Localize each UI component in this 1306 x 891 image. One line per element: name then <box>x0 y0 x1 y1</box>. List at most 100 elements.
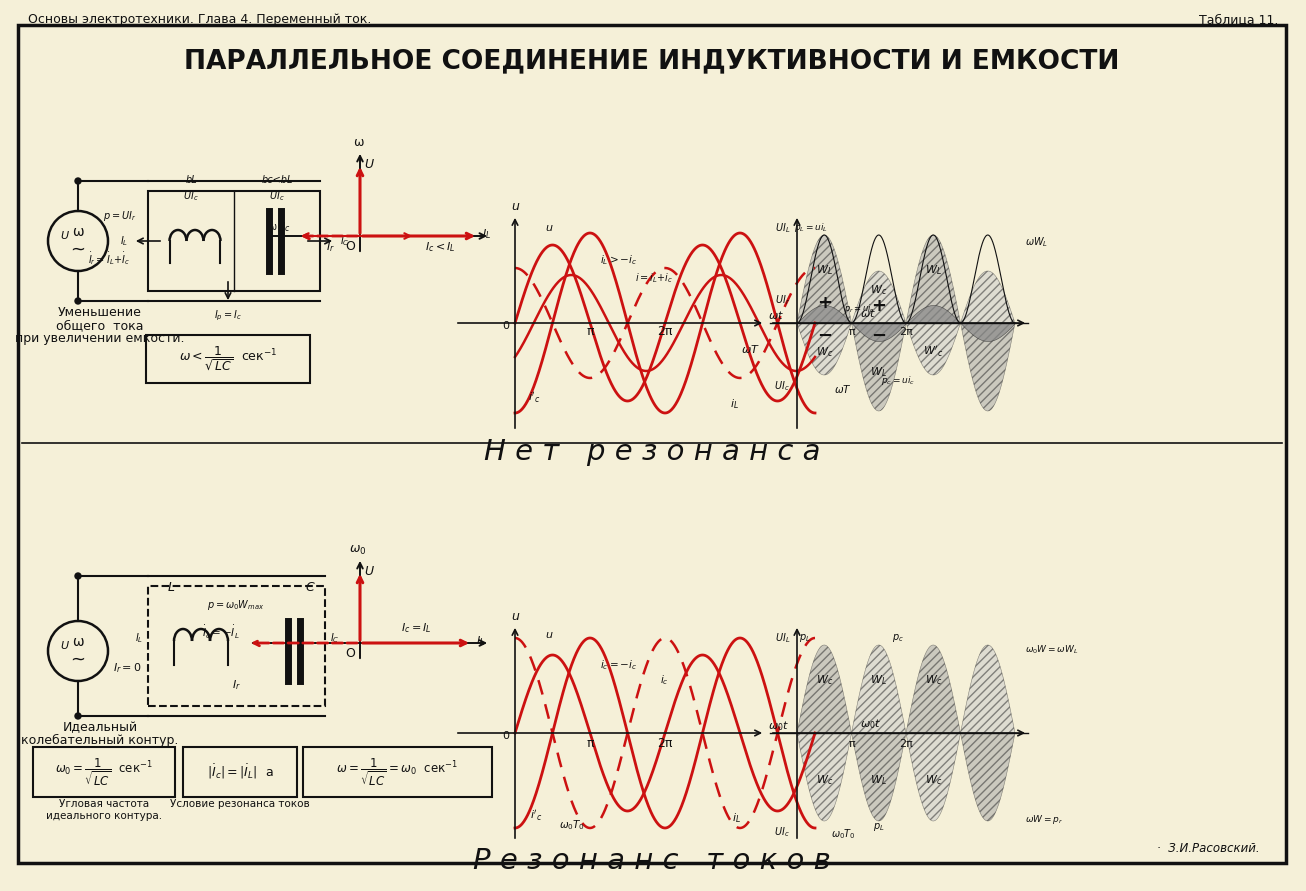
Text: +: + <box>871 297 887 315</box>
Text: $W_c$: $W_c$ <box>816 345 833 359</box>
Text: $i_c{=}{-}i_c$: $i_c{=}{-}i_c$ <box>599 658 637 672</box>
Text: $UI_c$: $UI_c$ <box>774 379 790 393</box>
Text: ω: ω <box>72 225 84 239</box>
Text: u: u <box>545 223 552 233</box>
Text: O: O <box>345 240 355 253</box>
Text: $I_L$: $I_L$ <box>475 634 485 648</box>
Text: колебательный контур.: колебательный контур. <box>21 734 179 747</box>
Text: U: U <box>60 231 68 241</box>
Text: ~: ~ <box>71 241 85 259</box>
Text: $UI_L$: $UI_L$ <box>774 221 790 235</box>
Text: $p{=}\omega_0 W_{max}$: $p{=}\omega_0 W_{max}$ <box>208 598 265 612</box>
Circle shape <box>74 573 81 579</box>
Text: $\omega_0 t$: $\omega_0 t$ <box>859 717 880 731</box>
Text: C: C <box>306 581 313 594</box>
Text: $i'_c$: $i'_c$ <box>528 390 541 405</box>
Text: $p_c$: $p_c$ <box>892 632 904 644</box>
Text: $i{=}i_L{+}i_c$: $i{=}i_L{+}i_c$ <box>635 271 673 285</box>
Text: u: u <box>511 610 518 623</box>
Text: 2π: 2π <box>899 739 913 749</box>
Text: Р е з о н а н с   т о к о в: Р е з о н а н с т о к о в <box>473 847 831 875</box>
Circle shape <box>74 178 81 184</box>
Text: −: − <box>816 327 832 345</box>
Text: Уменьшение: Уменьшение <box>57 306 142 319</box>
Text: Основы электротехники. Глава 4. Переменный ток.: Основы электротехники. Глава 4. Переменн… <box>27 13 371 26</box>
Text: Условие резонанса токов: Условие резонанса токов <box>170 799 310 809</box>
Text: bL: bL <box>185 175 197 185</box>
Text: общего  тока: общего тока <box>56 319 144 332</box>
Text: $I_c{<}I_L$: $I_c{<}I_L$ <box>424 240 456 254</box>
Text: U: U <box>364 158 374 171</box>
Text: 2π: 2π <box>657 737 673 750</box>
Bar <box>148 191 320 291</box>
Circle shape <box>74 713 81 719</box>
Text: $W_c$: $W_c$ <box>870 283 887 297</box>
Text: $i'_c$: $i'_c$ <box>530 808 542 823</box>
Text: ω: ω <box>268 222 276 232</box>
Text: π: π <box>848 739 855 749</box>
Text: 0: 0 <box>502 731 509 741</box>
Text: $i_c$: $i_c$ <box>660 673 669 687</box>
Text: $\omega_0 W{=}\omega W_L$: $\omega_0 W{=}\omega W_L$ <box>1025 644 1079 657</box>
Text: $I_r$: $I_r$ <box>325 240 334 254</box>
Text: $UI_c$: $UI_c$ <box>183 189 199 203</box>
Text: $W_L$: $W_L$ <box>870 365 887 379</box>
Text: $\omega W_L$: $\omega W_L$ <box>1025 235 1049 249</box>
Text: ПАРАЛЛЕЛЬНОЕ СОЕДИНЕНИЕ ИНДУКТИВНОСТИ И ЕМКОСТИ: ПАРАЛЛЕЛЬНОЕ СОЕДИНЕНИЕ ИНДУКТИВНОСТИ И … <box>184 48 1119 74</box>
Text: $W_L$: $W_L$ <box>925 263 942 277</box>
Text: $i_L$: $i_L$ <box>731 811 741 825</box>
Text: $I_C$: $I_C$ <box>330 631 340 645</box>
Text: $i_L{>}{-}i_c$: $i_L{>}{-}i_c$ <box>599 253 637 266</box>
Text: $W'_c$: $W'_c$ <box>923 344 943 359</box>
Text: $\omega t$: $\omega t$ <box>859 307 875 319</box>
Text: L: L <box>168 581 175 594</box>
Text: $I_c{=}I_L$: $I_c{=}I_L$ <box>401 621 431 634</box>
Text: 2π: 2π <box>657 325 673 338</box>
Text: u: u <box>511 200 518 213</box>
Text: $\omega_0{=}\dfrac{1}{\sqrt{LC}}$  сек$^{-1}$: $\omega_0{=}\dfrac{1}{\sqrt{LC}}$ сек$^{… <box>55 756 153 788</box>
Text: U: U <box>364 565 374 578</box>
Text: $p_r{=}ui_r$: $p_r{=}ui_r$ <box>845 302 875 315</box>
Text: ω: ω <box>353 136 363 149</box>
Text: 0: 0 <box>502 321 509 331</box>
Text: O: O <box>345 647 355 660</box>
Text: $p_L$: $p_L$ <box>872 821 884 833</box>
Text: $\omega_0 T_0$: $\omega_0 T_0$ <box>559 818 585 832</box>
Text: $UI_c$: $UI_c$ <box>269 189 285 203</box>
Text: $W_c$: $W_c$ <box>925 673 942 687</box>
Circle shape <box>74 298 81 304</box>
Text: ·  З.И.Расовский.: · З.И.Расовский. <box>1157 842 1260 855</box>
Text: ω: ω <box>72 635 84 649</box>
Text: $\omega_0 T_0$: $\omega_0 T_0$ <box>831 827 855 841</box>
Text: $I_r$: $I_r$ <box>231 678 240 691</box>
Text: $p_L{=}ui_L$: $p_L{=}ui_L$ <box>794 221 828 234</box>
Text: π: π <box>848 327 855 337</box>
Text: $\omega{=}\dfrac{1}{\sqrt{LC}}{=}\omega_0$  сек$^{-1}$: $\omega{=}\dfrac{1}{\sqrt{LC}}{=}\omega_… <box>336 756 458 788</box>
Text: $\omega_0 t$: $\omega_0 t$ <box>768 719 789 732</box>
Text: $p_c{=}ui_c$: $p_c{=}ui_c$ <box>880 374 916 387</box>
Text: при увеличении емкости.: при увеличении емкости. <box>16 332 184 345</box>
Text: $|\dot{I}_c|{=}|\dot{I}_L|$  а: $|\dot{I}_c|{=}|\dot{I}_L|$ а <box>206 763 273 781</box>
Text: $\omega W{=}p_r$: $\omega W{=}p_r$ <box>1025 813 1063 826</box>
Text: $W_c$: $W_c$ <box>925 773 942 787</box>
Text: $p{=}UI_r$: $p{=}UI_r$ <box>103 209 136 223</box>
Text: $I_р=I_c$: $I_р=I_c$ <box>214 309 242 323</box>
Text: 2π: 2π <box>899 327 913 337</box>
Text: $\omega < \dfrac{1}{\sqrt{LC}}$  сек$^{-1}$: $\omega < \dfrac{1}{\sqrt{LC}}$ сек$^{-1… <box>179 345 277 373</box>
Text: −: − <box>871 327 887 345</box>
Text: $\omega T$: $\omega T$ <box>835 383 853 395</box>
Text: π: π <box>586 325 594 338</box>
Text: U: U <box>60 641 68 651</box>
Text: Идеальный: Идеальный <box>63 721 137 734</box>
Text: $i_L$: $i_L$ <box>730 397 739 411</box>
Text: $I_L$: $I_L$ <box>482 227 491 241</box>
Text: $UI_c$: $UI_c$ <box>774 825 790 838</box>
Text: $UI_r$: $UI_r$ <box>774 293 790 307</box>
Text: ~: ~ <box>71 651 85 669</box>
Text: $I_r{=}0$: $I_r{=}0$ <box>114 661 142 674</box>
Text: $UI_L$: $UI_L$ <box>774 631 790 645</box>
Text: $\omega T$: $\omega T$ <box>741 343 759 355</box>
Text: $\omega t$: $\omega t$ <box>768 309 784 321</box>
Text: $p_L$: $p_L$ <box>799 632 811 644</box>
Text: +: + <box>816 294 832 312</box>
